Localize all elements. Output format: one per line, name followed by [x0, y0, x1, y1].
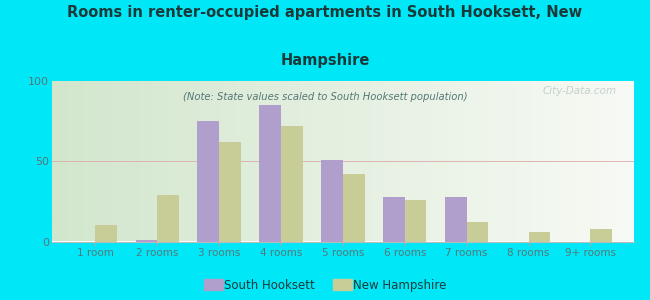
Bar [136, 240, 157, 242]
Bar [343, 174, 365, 242]
Bar [590, 229, 612, 242]
Bar [405, 200, 426, 242]
Bar [445, 196, 467, 242]
Bar [467, 222, 488, 242]
Legend: South Hooksett, New Hampshire: South Hooksett, New Hampshire [202, 276, 448, 294]
Bar [383, 196, 405, 242]
Bar [281, 126, 303, 242]
Text: Rooms in renter-occupied apartments in South Hooksett, New: Rooms in renter-occupied apartments in S… [68, 4, 582, 20]
Bar [321, 160, 343, 242]
Text: City-Data.com: City-Data.com [542, 86, 616, 96]
Text: (Note: State values scaled to South Hooksett population): (Note: State values scaled to South Hook… [183, 92, 467, 101]
Bar [528, 232, 550, 242]
Bar [157, 195, 179, 242]
Bar [96, 226, 117, 242]
Bar [198, 121, 219, 242]
Bar [259, 105, 281, 242]
Text: Hampshire: Hampshire [280, 52, 370, 68]
Bar [219, 142, 240, 242]
